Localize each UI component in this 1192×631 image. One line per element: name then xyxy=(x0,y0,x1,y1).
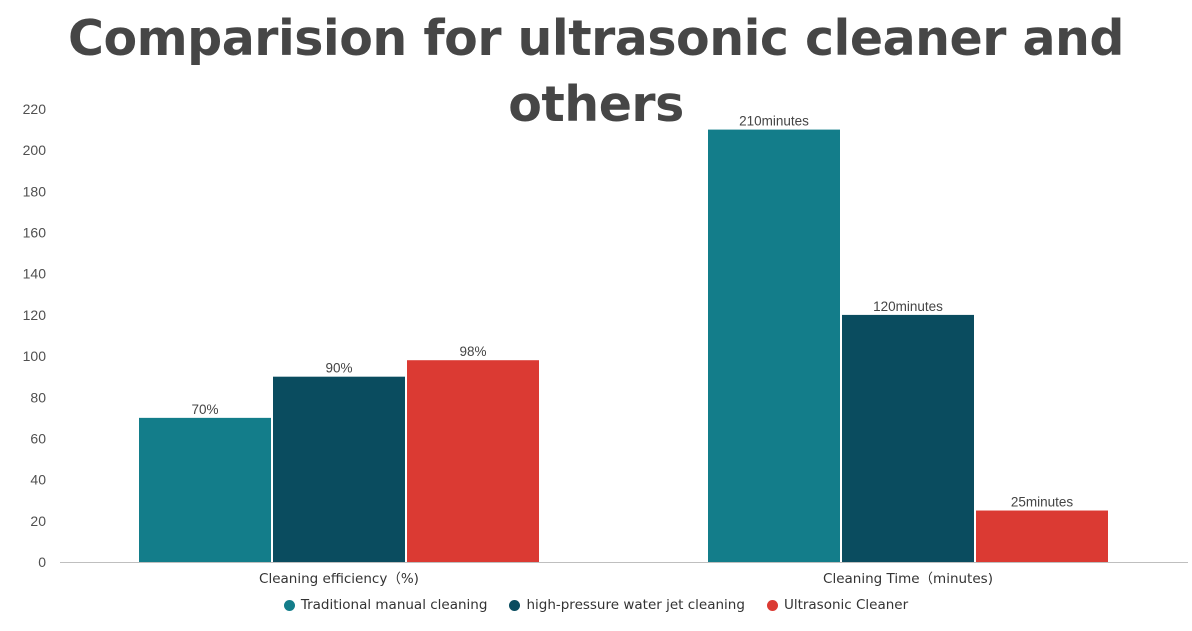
data-labels: 70% 90% 98% 210minutes 120minutes 25minutes xyxy=(191,114,1073,510)
y-tick-label: 220 xyxy=(23,101,47,117)
y-tick-label: 200 xyxy=(23,142,47,158)
bar-series xyxy=(139,129,1108,562)
data-label: 98% xyxy=(459,344,486,359)
legend-label: high-pressure water jet cleaning xyxy=(526,597,745,613)
data-label: 120minutes xyxy=(873,299,943,314)
legend-marker-icon xyxy=(283,599,295,611)
legend-item: Traditional manual cleaning xyxy=(283,597,488,613)
data-label: 210minutes xyxy=(739,114,809,129)
y-tick-label: 120 xyxy=(23,307,47,323)
legend: Traditional manual cleaning high-pressure… xyxy=(0,597,1192,613)
legend-label: Traditional manual cleaning xyxy=(300,597,488,613)
legend-label: Ultrasonic Cleaner xyxy=(783,597,909,613)
bar xyxy=(407,360,539,562)
y-tick-label: 20 xyxy=(30,513,46,529)
y-tick-label: 60 xyxy=(30,430,46,446)
x-category-label: Cleaning efficiency（%) xyxy=(259,571,419,587)
legend-item: high-pressure water jet cleaning xyxy=(509,597,745,613)
y-tick-label: 180 xyxy=(23,183,47,199)
bar xyxy=(976,510,1108,562)
chart-title: Comparision for ultrasonic cleaner and o… xyxy=(67,10,1125,133)
bar xyxy=(139,417,271,562)
y-axis: 0 20 40 60 80 100 120 140 160 180 200 220 xyxy=(23,101,47,570)
y-tick-label: 160 xyxy=(23,225,47,241)
legend-item: Ultrasonic Cleaner xyxy=(766,597,909,613)
bar xyxy=(273,376,405,562)
legend-marker-icon xyxy=(766,599,778,611)
y-tick-label: 100 xyxy=(23,348,47,364)
legend-marker-icon xyxy=(509,599,521,611)
y-tick-label: 40 xyxy=(30,472,46,488)
y-tick-label: 0 xyxy=(38,554,46,570)
x-axis-category-labels: Cleaning efficiency（%) Cleaning Time（minu… xyxy=(259,571,993,587)
y-tick-label: 140 xyxy=(23,266,47,282)
data-label: 25minutes xyxy=(1011,495,1074,510)
bar xyxy=(842,314,974,562)
x-category-label: Cleaning Time（minutes) xyxy=(823,571,993,587)
bar xyxy=(708,129,840,562)
data-label: 90% xyxy=(325,361,352,376)
data-label: 70% xyxy=(191,402,218,417)
y-tick-label: 80 xyxy=(30,389,46,405)
